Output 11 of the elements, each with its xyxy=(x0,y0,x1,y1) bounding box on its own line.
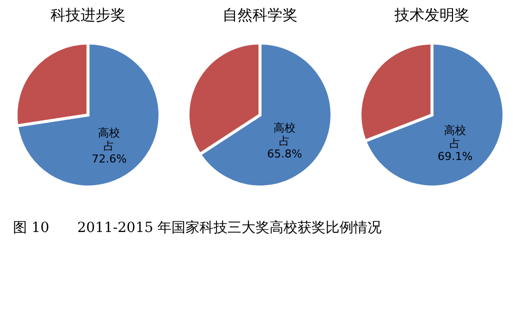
data-label: 72.6% xyxy=(92,152,127,166)
data-label: 69.1% xyxy=(438,150,473,163)
data-label: 65.8% xyxy=(267,147,302,160)
slice-label: 高校占 xyxy=(444,124,466,150)
slice-label: 高校占 xyxy=(98,126,120,152)
chart-title: 科技进步奖 xyxy=(50,6,126,24)
caption: 图 10 2011-2015 年国家科技三大奖高校获奖比例情况 xyxy=(13,220,382,236)
pie-slice xyxy=(15,42,162,188)
chart-title: 自然科学奖 xyxy=(222,6,298,24)
chart-title: 技术发明奖 xyxy=(394,6,470,24)
slice-label: 高校占 xyxy=(274,121,296,148)
